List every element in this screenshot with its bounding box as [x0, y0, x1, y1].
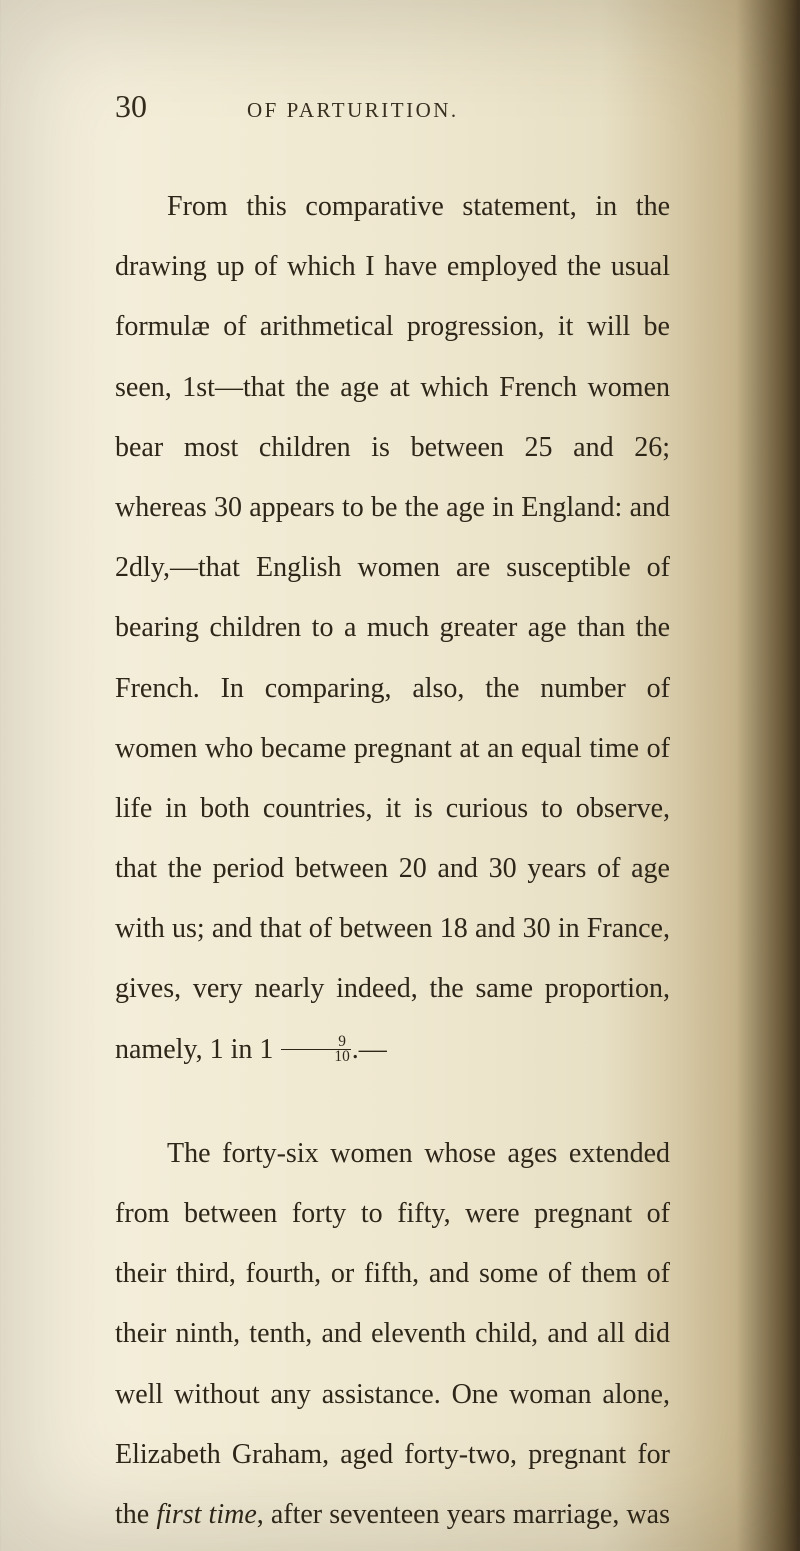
para1-tail: .—	[352, 1034, 387, 1065]
paragraph-2: The forty-six women whose ages extended …	[115, 1124, 670, 1551]
para2-italic: first time	[156, 1499, 256, 1530]
page-number: 30	[115, 88, 147, 125]
para1-text: From this comparative statement, in the …	[115, 191, 670, 1065]
page-content: 30 OF PARTURITION. From this comparative…	[0, 0, 800, 1551]
running-head: OF PARTURITION.	[247, 98, 459, 123]
page-header: 30 OF PARTURITION.	[115, 88, 670, 125]
body-text: From this comparative statement, in the …	[115, 177, 670, 1551]
fraction-nine-tenths: 9 10	[281, 1035, 350, 1065]
para2-lead: The forty-six women whose ages extended …	[115, 1138, 670, 1530]
paragraph-1: From this comparative statement, in the …	[115, 177, 670, 1080]
fraction-denominator: 10	[281, 1050, 350, 1065]
